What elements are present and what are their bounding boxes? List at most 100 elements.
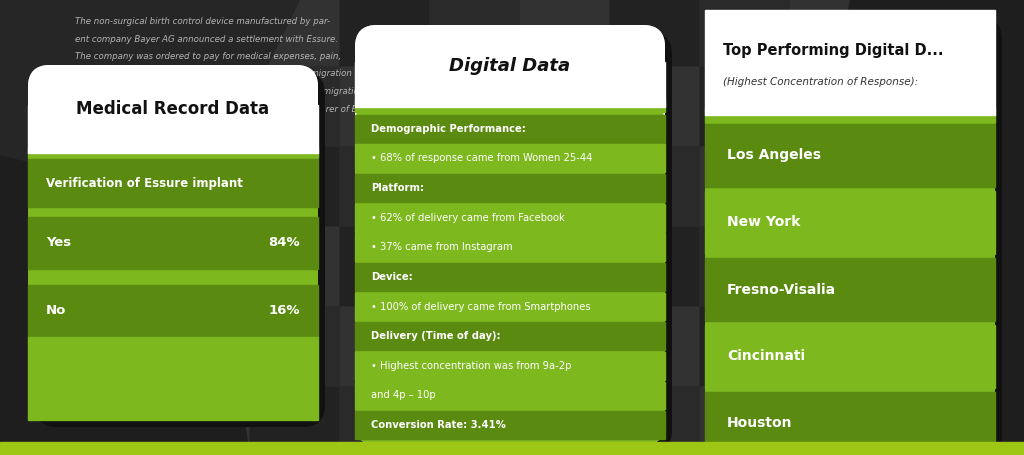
Bar — [700, 387, 788, 455]
Text: Platform:: Platform: — [371, 183, 424, 193]
FancyBboxPatch shape — [362, 32, 672, 452]
Bar — [250, 307, 338, 385]
Text: Digital Data: Digital Data — [450, 57, 570, 75]
Text: (Highest Concentration of Response):: (Highest Concentration of Response): — [723, 77, 919, 87]
Bar — [355, 352, 665, 380]
Bar — [880, 227, 968, 305]
Bar — [355, 382, 665, 410]
Text: New York: New York — [727, 216, 801, 229]
Bar — [340, 227, 428, 305]
Bar — [0, 387, 68, 455]
Bar — [70, 147, 158, 225]
Bar — [705, 191, 995, 254]
Bar — [160, 67, 248, 145]
Bar — [250, 67, 338, 145]
Text: Verification of Essure implant: Verification of Essure implant — [46, 177, 243, 189]
Bar — [520, 67, 608, 145]
Bar — [160, 227, 248, 305]
Polygon shape — [750, 0, 1024, 455]
Bar — [0, 0, 68, 65]
Bar — [610, 147, 698, 225]
Bar — [970, 227, 1024, 305]
FancyBboxPatch shape — [705, 10, 995, 115]
Text: Conversion Rate: 3.41%: Conversion Rate: 3.41% — [371, 420, 506, 430]
Bar — [340, 307, 428, 385]
Bar — [355, 144, 665, 172]
FancyBboxPatch shape — [712, 17, 1002, 455]
Text: Delivery (Time of day):: Delivery (Time of day): — [371, 331, 501, 341]
Text: or fallopian tubes, device migration, persistent pain, and migration: or fallopian tubes, device migration, pe… — [75, 87, 365, 96]
Text: • 68% of response came from Women 25-44: • 68% of response came from Women 25-44 — [371, 153, 592, 163]
Bar — [355, 293, 665, 320]
Bar — [970, 147, 1024, 225]
Polygon shape — [0, 0, 250, 455]
Text: and 4p – 10p: and 4p – 10p — [371, 390, 435, 400]
Bar — [610, 227, 698, 305]
Bar — [970, 0, 1024, 65]
Bar — [430, 307, 518, 385]
Bar — [790, 67, 878, 145]
Bar — [790, 387, 878, 455]
Bar — [70, 307, 158, 385]
Bar — [28, 159, 318, 207]
Bar — [160, 307, 248, 385]
Bar — [355, 174, 665, 202]
Bar — [0, 147, 68, 225]
Bar — [970, 387, 1024, 455]
FancyBboxPatch shape — [28, 65, 318, 420]
Bar — [610, 67, 698, 145]
Bar — [970, 67, 1024, 145]
Bar — [0, 227, 68, 305]
Bar — [700, 147, 788, 225]
Text: Top Performing Digital D...: Top Performing Digital D... — [723, 42, 943, 57]
Bar — [28, 337, 318, 420]
FancyBboxPatch shape — [705, 107, 995, 455]
Bar — [355, 411, 665, 439]
Bar — [520, 227, 608, 305]
Bar — [70, 227, 158, 305]
Bar — [880, 67, 968, 145]
Bar — [705, 124, 995, 187]
FancyBboxPatch shape — [35, 72, 325, 427]
Bar — [70, 387, 158, 455]
Bar — [160, 147, 248, 225]
Bar — [250, 227, 338, 305]
Bar — [430, 387, 518, 455]
Bar — [430, 0, 518, 65]
Bar — [520, 307, 608, 385]
FancyBboxPatch shape — [355, 25, 665, 107]
Bar — [340, 67, 428, 145]
Text: The company was ordered to pay for medical expenses, pain,: The company was ordered to pay for medic… — [75, 52, 341, 61]
Text: No: No — [46, 304, 67, 318]
Bar — [520, 147, 608, 225]
Bar — [790, 227, 878, 305]
Bar — [340, 0, 428, 65]
Bar — [160, 387, 248, 455]
Bar — [0, 442, 1024, 455]
Bar — [970, 307, 1024, 385]
Text: 16%: 16% — [268, 304, 300, 318]
Text: Medical Record Data: Medical Record Data — [77, 100, 269, 118]
Bar — [28, 148, 318, 158]
Bar — [70, 0, 158, 65]
Bar — [430, 227, 518, 305]
Bar — [610, 0, 698, 65]
Text: 84%: 84% — [268, 237, 300, 249]
Bar — [160, 0, 248, 65]
Bar — [705, 258, 995, 321]
FancyBboxPatch shape — [28, 65, 318, 153]
Text: Los Angeles: Los Angeles — [727, 148, 821, 162]
FancyBboxPatch shape — [705, 10, 995, 455]
Bar — [610, 307, 698, 385]
Bar — [790, 147, 878, 225]
Bar — [880, 387, 968, 455]
Bar — [0, 67, 68, 145]
Bar — [70, 67, 158, 145]
Bar — [880, 0, 968, 65]
Bar — [610, 387, 698, 455]
Bar — [250, 0, 338, 65]
Bar — [520, 0, 608, 65]
Bar — [0, 307, 68, 385]
Bar — [355, 204, 665, 232]
Bar — [700, 227, 788, 305]
